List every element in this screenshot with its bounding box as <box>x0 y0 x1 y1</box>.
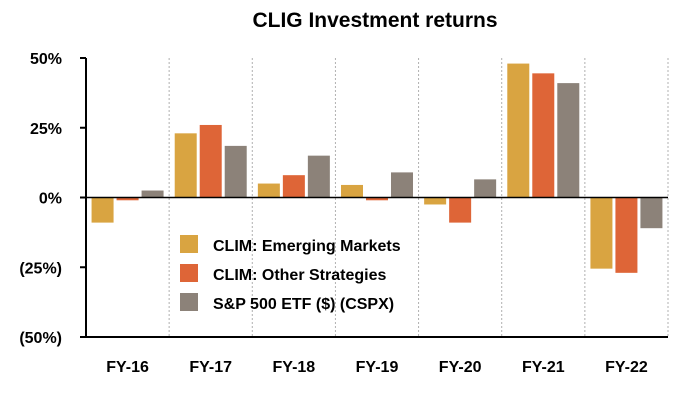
bar-fy-17-series-1 <box>174 133 197 198</box>
bar-fy-17-series-2 <box>199 124 222 198</box>
legend-label: CLIM: Other Strategies <box>213 267 386 284</box>
x-tick-label: FY-22 <box>605 359 648 376</box>
bar-fy-18-series-3 <box>307 155 330 198</box>
y-tick-label: 25% <box>30 121 62 138</box>
bar-layer <box>91 63 663 273</box>
bar-fy-21-series-3 <box>557 83 580 198</box>
y-tick-label: (50%) <box>19 330 62 347</box>
bar-fy-20-series-3 <box>474 179 497 198</box>
bar-fy-17-series-3 <box>224 145 247 198</box>
x-tick-label: FY-21 <box>522 359 565 376</box>
bar-fy-19-series-3 <box>391 172 413 198</box>
x-tick-label: FY-17 <box>189 359 232 376</box>
legend: CLIM: Emerging Markets CLIM: Other Strate… <box>180 235 401 313</box>
legend-label: CLIM: Emerging Markets <box>213 238 401 255</box>
bar-fy-22-series-3 <box>640 197 663 229</box>
bar-fy-16-series-3 <box>141 190 164 198</box>
bar-fy-20-series-1 <box>424 197 447 205</box>
bar-fy-19-series-2 <box>366 197 388 201</box>
bar-fy-21-series-1 <box>507 63 530 198</box>
bar-fy-20-series-2 <box>449 197 472 223</box>
bar-fy-19-series-1 <box>341 184 363 198</box>
y-tick-label: 50% <box>30 51 62 68</box>
bar-fy-18-series-1 <box>257 183 280 198</box>
legend-swatch <box>180 293 198 311</box>
y-tick-label: 0% <box>39 191 62 208</box>
chart-title: CLIG Investment returns <box>252 9 497 32</box>
bar-fy-22-series-1 <box>590 197 613 269</box>
bar-fy-21-series-2 <box>532 73 555 198</box>
x-tick-label: FY-19 <box>356 359 399 376</box>
y-tick-label: (25%) <box>19 260 62 277</box>
axis-layer: FY-16 FY-17 FY-18 FY-19 FY-20 FY-21 FY-22 50% 25… <box>19 51 668 376</box>
grid-layer <box>168 58 669 337</box>
x-tick-label: FY-18 <box>273 359 316 376</box>
x-tick-label: FY-20 <box>439 359 482 376</box>
bar-fy-18-series-2 <box>282 175 305 198</box>
bar-fy-16-series-2 <box>116 197 139 201</box>
x-tick-label: FY-16 <box>106 359 149 376</box>
legend-swatch <box>180 264 198 282</box>
bar-fy-22-series-2 <box>615 197 638 273</box>
legend-swatch <box>180 235 198 253</box>
bar-fy-16-series-1 <box>91 197 114 223</box>
legend-label: S&P 500 ETF ($) (CSPX) <box>213 296 394 313</box>
